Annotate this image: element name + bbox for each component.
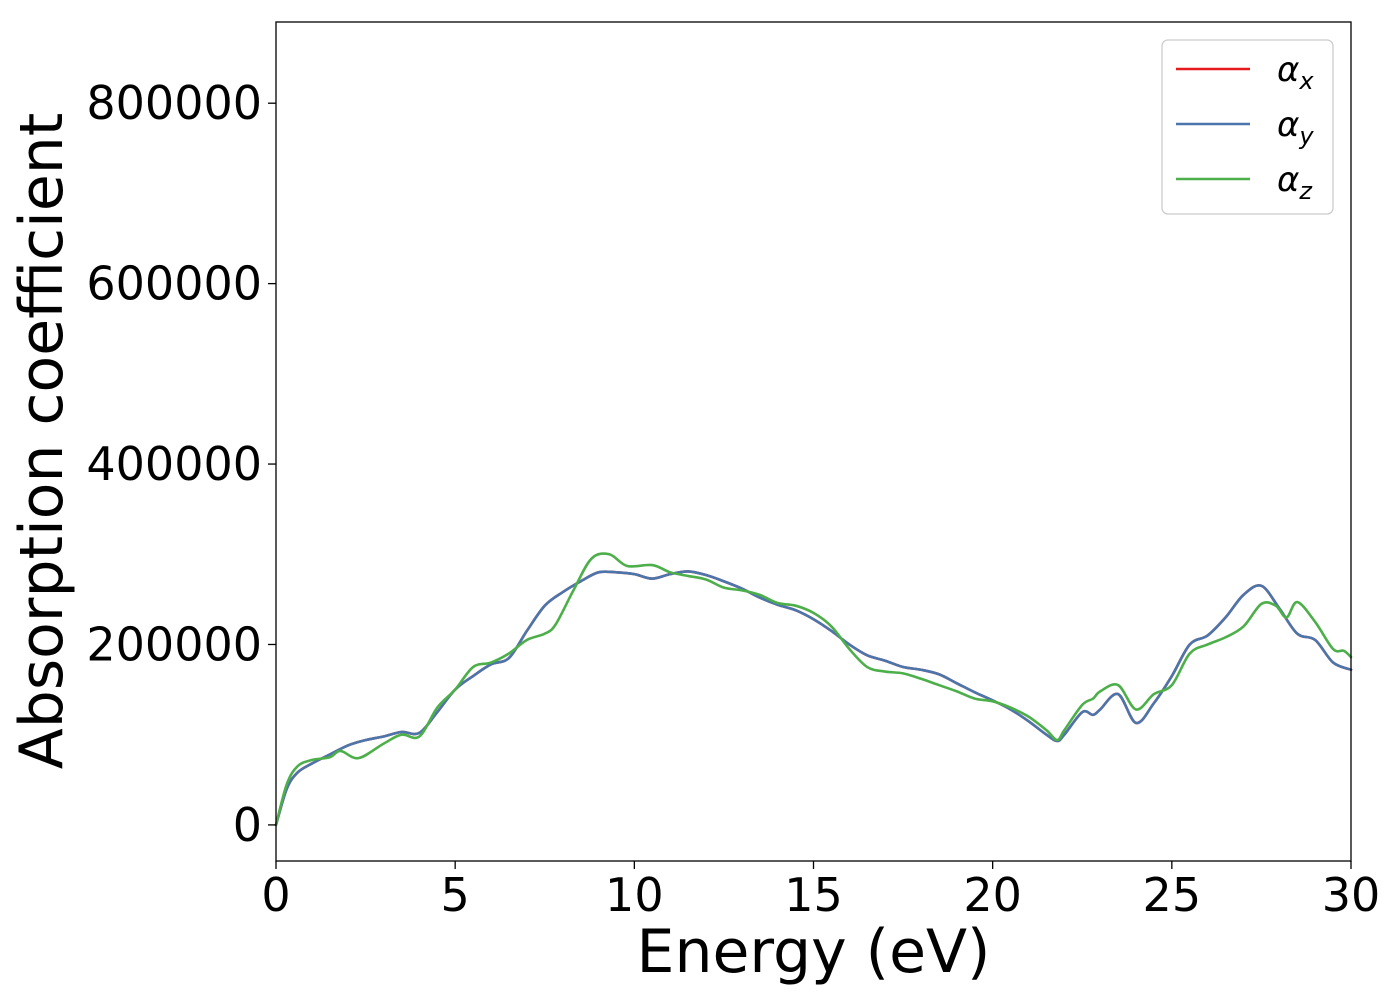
legend-symbol: α (1277, 160, 1299, 200)
series-layer (274, 552, 1353, 827)
legend-label-y: αy (1277, 105, 1314, 150)
y-axis-label: Absorption coefficient (7, 113, 77, 770)
legend-symbol: α (1277, 105, 1299, 145)
x-tick-label: 20 (963, 868, 1022, 922)
series-line-z (274, 552, 1353, 827)
x-axis-label: Energy (eV) (637, 917, 991, 987)
x-tick-label: 15 (784, 868, 843, 922)
y-tick-label: 400000 (86, 437, 262, 491)
legend-symbol: α (1277, 50, 1299, 90)
x-tick-label: 10 (605, 868, 664, 922)
legend-label-z: αz (1277, 160, 1313, 205)
x-tick-label: 5 (441, 868, 470, 922)
y-tick-label: 200000 (86, 617, 262, 671)
x-tick-label: 0 (261, 868, 290, 922)
y-axis: 0 200000 400000 600000 800000 (86, 76, 276, 852)
y-tick-label: 800000 (86, 76, 262, 130)
y-tick-label: 0 (233, 798, 262, 852)
legend-subscript: x (1298, 67, 1314, 95)
legend-subscript: y (1298, 122, 1314, 150)
legend-subscript: z (1298, 177, 1313, 205)
x-tick-label: 30 (1322, 868, 1381, 922)
legend-box (1161, 39, 1334, 215)
x-tick-label: 25 (1143, 868, 1202, 922)
legend-label-x: αx (1277, 50, 1314, 95)
x-axis: 0 5 10 15 20 25 30 (261, 861, 1380, 922)
y-tick-label: 600000 (86, 257, 262, 311)
